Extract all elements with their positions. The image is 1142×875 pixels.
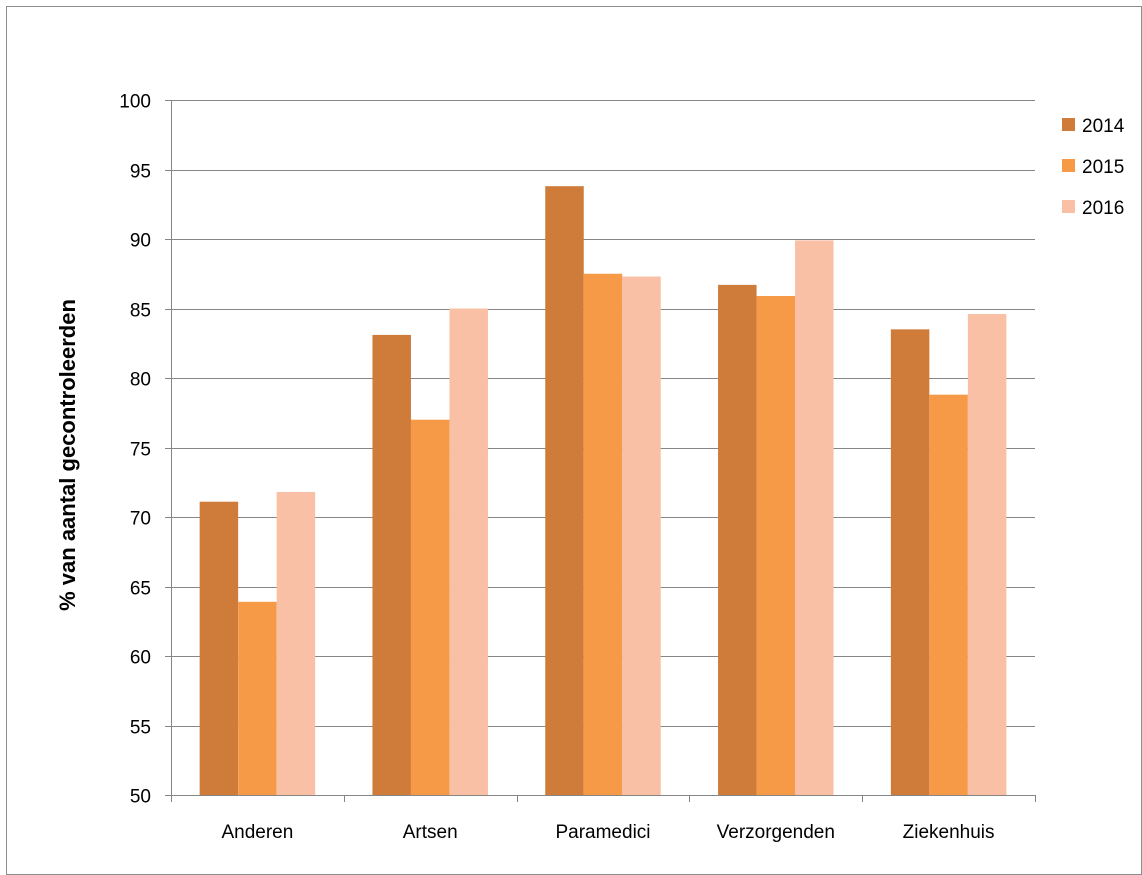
bar-2015-artsen xyxy=(410,419,450,795)
bar-2014-verzorgenden xyxy=(718,284,757,795)
bar-2016-artsen xyxy=(449,308,488,795)
y-tick-label: 50 xyxy=(130,787,151,808)
y-tick-label: 75 xyxy=(130,440,151,461)
legend-label-2016: 2016 xyxy=(1082,198,1124,219)
bar-2015-ziekenhuis xyxy=(929,394,968,795)
x-tick-label: Anderen xyxy=(221,822,293,843)
x-tick-label: Verzorgenden xyxy=(717,822,835,843)
x-tick-labels: Anderen Artsen Paramedici Verzorgenden Zieke… xyxy=(221,822,994,843)
y-tick-label: 70 xyxy=(130,509,151,530)
bar-2014-paramedici xyxy=(545,186,584,795)
bar-2014-anderen xyxy=(199,501,239,795)
y-tick-label: 95 xyxy=(130,162,151,183)
x-tick-label: Ziekenhuis xyxy=(903,822,995,843)
legend-swatch-2016 xyxy=(1062,200,1075,213)
bar-2014-artsen xyxy=(372,334,411,795)
x-tick-label: Artsen xyxy=(403,822,458,843)
y-tick-label: 90 xyxy=(130,231,151,252)
bar-2016-anderen xyxy=(276,491,316,795)
bar-2014-ziekenhuis xyxy=(890,329,930,795)
y-axis-title: % van aantal gecontroleerden xyxy=(55,299,80,611)
legend-label-2014: 2014 xyxy=(1082,116,1125,137)
y-tick-label: 80 xyxy=(130,370,151,391)
bar-2016-paramedici xyxy=(622,276,661,795)
y-tick-labels: 50 55 60 65 70 75 80 85 90 95 100 xyxy=(119,92,151,808)
y-tick-label: 65 xyxy=(130,579,151,600)
y-tick-label: 85 xyxy=(130,301,151,322)
bar-2015-verzorgenden xyxy=(756,295,796,795)
bars xyxy=(199,186,1007,795)
legend-swatch-2015 xyxy=(1062,159,1075,172)
x-tick-label: Paramedici xyxy=(555,822,650,843)
y-tick-label: 55 xyxy=(130,718,151,739)
legend: 2014 2015 2016 xyxy=(1062,116,1125,219)
bar-2016-ziekenhuis xyxy=(967,314,1007,795)
axes xyxy=(171,100,1036,802)
bar-2015-paramedici xyxy=(583,273,623,795)
bar-2016-verzorgenden xyxy=(795,240,834,795)
y-tick-label: 100 xyxy=(119,92,151,113)
legend-swatch-2014 xyxy=(1062,118,1075,131)
y-tick-label: 60 xyxy=(130,648,151,669)
legend-label-2015: 2015 xyxy=(1082,157,1124,178)
bar-2015-anderen xyxy=(238,601,277,795)
